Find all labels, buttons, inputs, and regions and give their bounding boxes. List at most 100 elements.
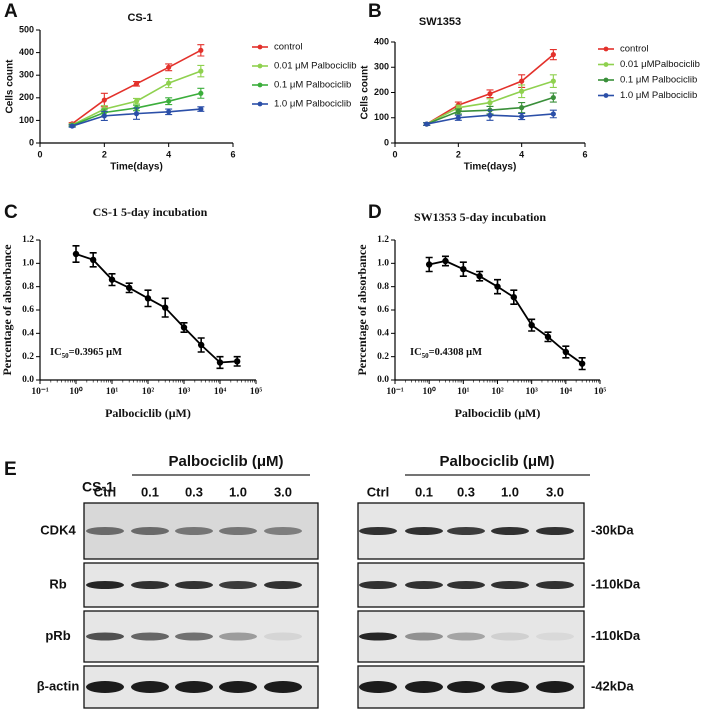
band [359,581,397,589]
data-point [166,64,172,70]
panel-letter: C [4,202,18,223]
size-label: -110kDa [591,628,641,643]
lane-label: 0.3 [185,484,203,499]
band [131,632,169,641]
annotation-part: =0.4308 μM [429,347,482,358]
row-label: CDK4 [40,522,76,537]
x-tick-label: 10⁻¹ [31,387,49,397]
series-line [428,260,583,365]
panel-letter: D [368,202,382,223]
annotation-part: 50 [62,352,70,360]
y-axis-label: Cells count [360,65,371,120]
band [405,632,443,641]
data-point [197,341,205,349]
annotation-part: IC [50,347,62,358]
data-point [180,324,188,331]
legend-label: 1.0 μM Palbociclib [620,90,697,101]
chart: B SW1353 0 100 200 300 400 0 2 4 6 Time(days) Cells … [360,1,700,173]
size-label: -30kDa [591,522,634,537]
band [175,681,213,693]
band [491,632,529,641]
x-tick-label: 10² [142,387,155,397]
band [86,581,124,589]
lane-label: 3.0 [546,484,564,499]
data-point [72,250,80,258]
data-point [144,295,152,302]
legend-label: 0.01 μMPalbociclib [620,59,700,70]
y-tick-label: 0.6 [377,305,389,315]
data-point [216,359,224,366]
y-tick-label: 100 [374,112,389,122]
y-tick-label: 0 [384,137,389,147]
band [131,581,169,589]
y-tick-label: 0.8 [22,282,34,292]
band [447,581,485,589]
data-point [550,52,556,58]
data-point [578,360,586,367]
annotation-part: 50 [422,352,430,360]
y-tick-label: 0.4 [377,329,389,339]
data-point [487,100,493,106]
chart: A CS-1 0 100 200 300 400 500 0 2 4 6 Time(days) Cells… [4,1,357,173]
band [175,527,213,535]
y-tick-label: 300 [19,70,34,80]
y-tick-label: 1.0 [377,259,389,269]
y-tick-label: 200 [374,87,389,97]
band [219,632,257,641]
y-tick-label: 1.2 [377,235,389,245]
x-tick-label: 6 [582,149,587,159]
data-point [519,113,525,120]
x-tick-label: 10⁵ [594,387,607,397]
lane-label: 1.0 [229,484,247,499]
band [536,632,574,641]
legend-label: 0.1 μM Palbociclib [620,75,697,86]
band [264,632,302,641]
y-tick-label: 0.8 [377,282,389,292]
data-point [455,108,461,115]
data-point [198,90,204,96]
data-point [161,304,169,311]
data-point [133,111,140,117]
x-tick-label: 6 [230,149,235,159]
legend-label: 1.0 μM Palbociclib [274,99,351,110]
panel-letter: B [368,1,382,22]
x-tick-label: 2 [102,149,107,159]
row-label: β-actin [37,678,80,693]
band [405,681,443,693]
data-point [476,272,483,280]
x-tick-label: 10³ [178,387,191,397]
y-tick-label: 300 [374,62,389,72]
x-tick-label: 10⁰ [69,386,83,397]
y-tick-label: 100 [19,115,34,125]
legend-marker [603,46,609,52]
y-tick-label: 0.0 [22,375,34,385]
chart-title: SW1353 5-day incubation [414,210,546,224]
band [175,632,213,641]
data-point [562,348,570,356]
band [359,632,397,641]
y-tick-label: 200 [19,92,34,102]
annotation: IC50=0.4308 μM [410,347,482,359]
x-axis-label: Palbociclib (μM) [105,406,191,420]
data-point [519,88,525,94]
panel-letter: A [4,1,18,22]
row-label: pRb [45,628,70,643]
x-tick-label: 10² [491,387,504,397]
y-axis-label: Cells count [5,59,16,114]
lane-label: 0.1 [141,484,159,499]
band [86,681,124,693]
y-axis-label: Percentage of absorbance [355,244,369,376]
data-point [442,257,449,265]
y-tick-label: 0.2 [377,352,389,362]
band [447,681,485,693]
data-point [487,91,493,97]
x-tick-label: 10⁻¹ [386,387,404,397]
x-tick-label: 4 [166,149,171,159]
band [175,581,213,589]
data-point [101,113,107,119]
series-line [75,253,238,364]
chart: C CS-1 5-day incubation 0.0 0.2 0.4 0.6 0.8 1.0… [0,202,262,420]
x-tick-label: 0 [392,149,397,159]
annotation-part: IC [410,347,422,358]
lane-label: 0.3 [457,484,475,499]
